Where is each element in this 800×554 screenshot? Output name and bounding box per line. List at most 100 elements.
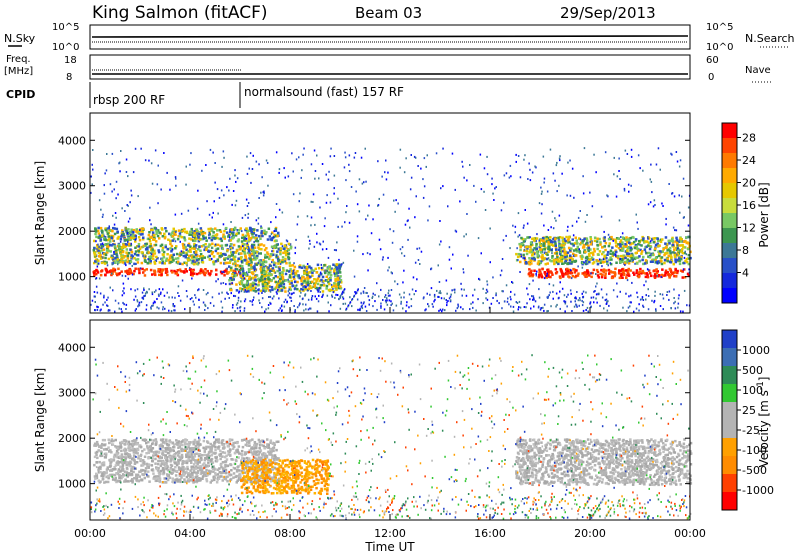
power-cell bbox=[664, 242, 667, 245]
velocity-cell bbox=[214, 459, 218, 463]
power-cell bbox=[683, 261, 686, 265]
velocity-cell bbox=[130, 449, 133, 452]
power-cell bbox=[250, 181, 252, 184]
power-cell bbox=[194, 253, 198, 256]
power-cell bbox=[250, 244, 254, 248]
power-colorbar-cell bbox=[722, 288, 737, 304]
power-cell bbox=[255, 219, 258, 222]
power-cell bbox=[247, 202, 250, 204]
power-cell bbox=[660, 273, 664, 277]
power-cell bbox=[619, 241, 622, 244]
velocity-cell bbox=[188, 441, 191, 444]
power-cell bbox=[160, 291, 162, 294]
power-cell bbox=[402, 281, 404, 284]
power-cell bbox=[106, 238, 110, 242]
power-cell bbox=[553, 240, 557, 244]
power-cell bbox=[281, 309, 283, 312]
power-cell bbox=[384, 171, 386, 174]
power-cell bbox=[274, 265, 278, 268]
velocity-cell bbox=[178, 440, 181, 444]
power-cell bbox=[581, 241, 584, 244]
nave-label: Nave bbox=[745, 65, 771, 76]
power-cell bbox=[288, 292, 291, 295]
power-cell bbox=[647, 288, 649, 291]
power-cell bbox=[235, 232, 238, 236]
power-cell bbox=[120, 255, 123, 258]
power-cell bbox=[149, 252, 152, 255]
velocity-cell bbox=[181, 443, 184, 447]
power-cell bbox=[562, 242, 565, 246]
power-cell bbox=[538, 296, 541, 299]
power-cell bbox=[127, 237, 131, 240]
power-cell bbox=[323, 264, 326, 267]
power-cell bbox=[517, 252, 521, 256]
power-cell bbox=[681, 195, 683, 198]
velocity-cell bbox=[177, 460, 180, 463]
power-cell bbox=[244, 273, 248, 277]
power-cell bbox=[173, 305, 176, 308]
power-cell bbox=[232, 236, 235, 239]
power-cell bbox=[173, 309, 175, 312]
power-cell bbox=[646, 240, 649, 244]
power-cell bbox=[244, 254, 247, 258]
power-cell bbox=[638, 239, 641, 243]
power-cell bbox=[518, 242, 521, 246]
power-cell bbox=[559, 159, 561, 162]
power-cell bbox=[190, 227, 193, 231]
power-cell bbox=[194, 294, 196, 297]
power-cell bbox=[343, 289, 345, 292]
power-cell bbox=[376, 282, 378, 285]
power-cell bbox=[628, 190, 630, 193]
power-cell bbox=[280, 242, 283, 246]
power-cell bbox=[174, 296, 176, 299]
power-cell bbox=[592, 268, 596, 272]
power-cell bbox=[559, 281, 561, 284]
velocity-cell bbox=[201, 467, 204, 471]
power-cell bbox=[477, 237, 480, 240]
power-cell bbox=[118, 259, 122, 262]
power-cell bbox=[399, 166, 401, 169]
power-cell bbox=[578, 237, 581, 240]
power-cell bbox=[343, 288, 346, 291]
power-cell bbox=[462, 268, 464, 271]
power-cell bbox=[555, 164, 558, 167]
power-cell bbox=[558, 243, 561, 246]
power-cell bbox=[257, 280, 261, 283]
power-cell bbox=[237, 238, 240, 241]
power-cell bbox=[363, 287, 366, 289]
power-cell bbox=[117, 263, 119, 266]
power-cell bbox=[308, 265, 311, 269]
power-cell bbox=[184, 256, 187, 259]
power-cell bbox=[221, 247, 224, 251]
power-cell bbox=[244, 239, 247, 242]
velocity-cell bbox=[147, 449, 150, 452]
power-cell bbox=[391, 272, 393, 275]
power-cell bbox=[581, 299, 583, 302]
power-cell bbox=[114, 246, 117, 250]
power-cell bbox=[492, 276, 494, 279]
power-cell bbox=[240, 282, 244, 285]
power-cell bbox=[674, 307, 677, 310]
power-cell bbox=[306, 281, 309, 284]
beam-label: Beam 03 bbox=[355, 4, 422, 22]
power-cell bbox=[591, 251, 595, 254]
power-cell bbox=[194, 244, 198, 247]
power-cell bbox=[460, 306, 462, 309]
power-cell bbox=[511, 281, 513, 283]
power-cell bbox=[686, 247, 690, 251]
power-cell bbox=[298, 276, 301, 280]
power-cell bbox=[606, 260, 609, 263]
power-cell bbox=[309, 307, 311, 310]
power-cell bbox=[647, 241, 651, 245]
power-cell bbox=[288, 261, 291, 265]
velocity-cell bbox=[154, 475, 157, 478]
power-cell bbox=[215, 273, 218, 276]
power-colorbar-tick-label: 24 bbox=[742, 154, 756, 167]
power-cell bbox=[590, 305, 592, 308]
power-cell bbox=[609, 236, 612, 239]
power-cell bbox=[150, 306, 152, 309]
power-cell bbox=[192, 300, 194, 303]
power-cell bbox=[353, 275, 356, 278]
power-cell bbox=[263, 269, 266, 273]
